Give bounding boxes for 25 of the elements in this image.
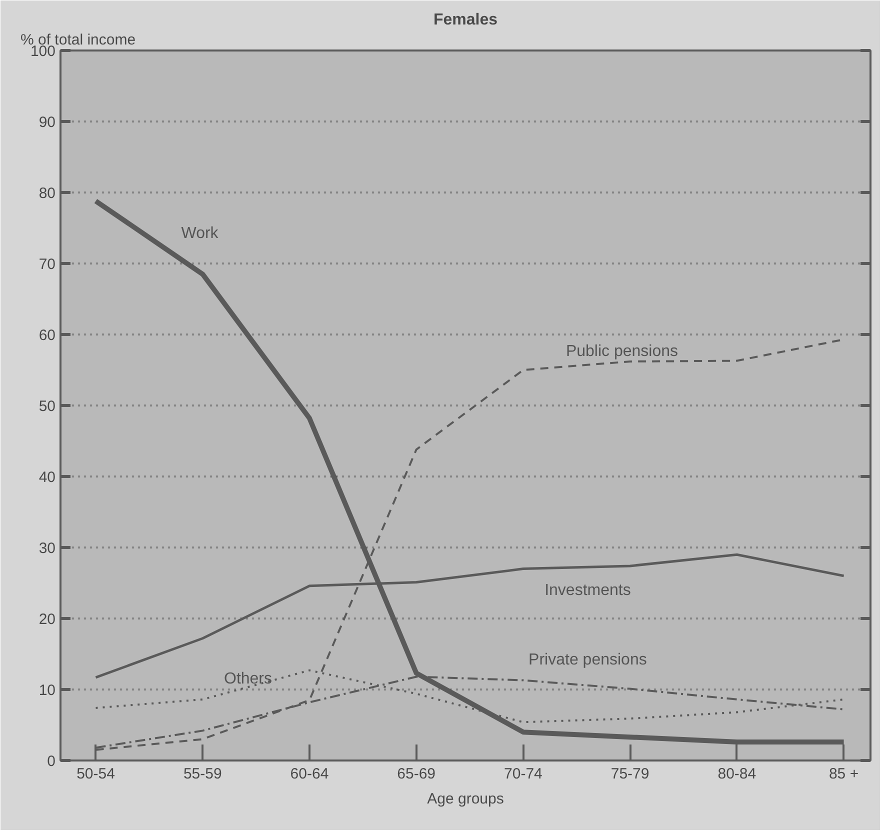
x-tick-label: 75-79 xyxy=(610,766,650,782)
series-label: Public pensions xyxy=(566,343,678,360)
y-tick-label: 10 xyxy=(38,682,56,699)
x-tick-label: 55-59 xyxy=(183,766,222,782)
y-tick-label: 20 xyxy=(38,611,56,628)
y-tick-label: 70 xyxy=(38,256,56,273)
x-tick-label: 65-69 xyxy=(397,766,436,782)
series-label: Investments xyxy=(544,582,631,599)
x-tick-label: 60-64 xyxy=(290,766,329,782)
x-tick-label: 70-74 xyxy=(504,766,542,782)
x-tick-label: 85 + xyxy=(828,766,859,782)
series-label: Work xyxy=(181,225,220,242)
y-tick-label: 30 xyxy=(38,540,56,557)
y-tick-label: 60 xyxy=(38,327,56,344)
y-tick-label: 0 xyxy=(47,753,56,770)
series-label: Private pensions xyxy=(528,651,647,668)
chart-title: Females xyxy=(433,12,498,28)
y-tick-label: 90 xyxy=(38,114,56,131)
y-tick-label: 40 xyxy=(38,469,56,486)
y-tick-label: 80 xyxy=(38,185,56,202)
x-axis-title: Age groups xyxy=(427,790,504,808)
y-tick-label: 50 xyxy=(38,398,56,415)
x-tick-label: 50-54 xyxy=(76,766,115,782)
series-label: Others xyxy=(224,670,272,688)
x-tick-label: 80-84 xyxy=(718,766,756,782)
